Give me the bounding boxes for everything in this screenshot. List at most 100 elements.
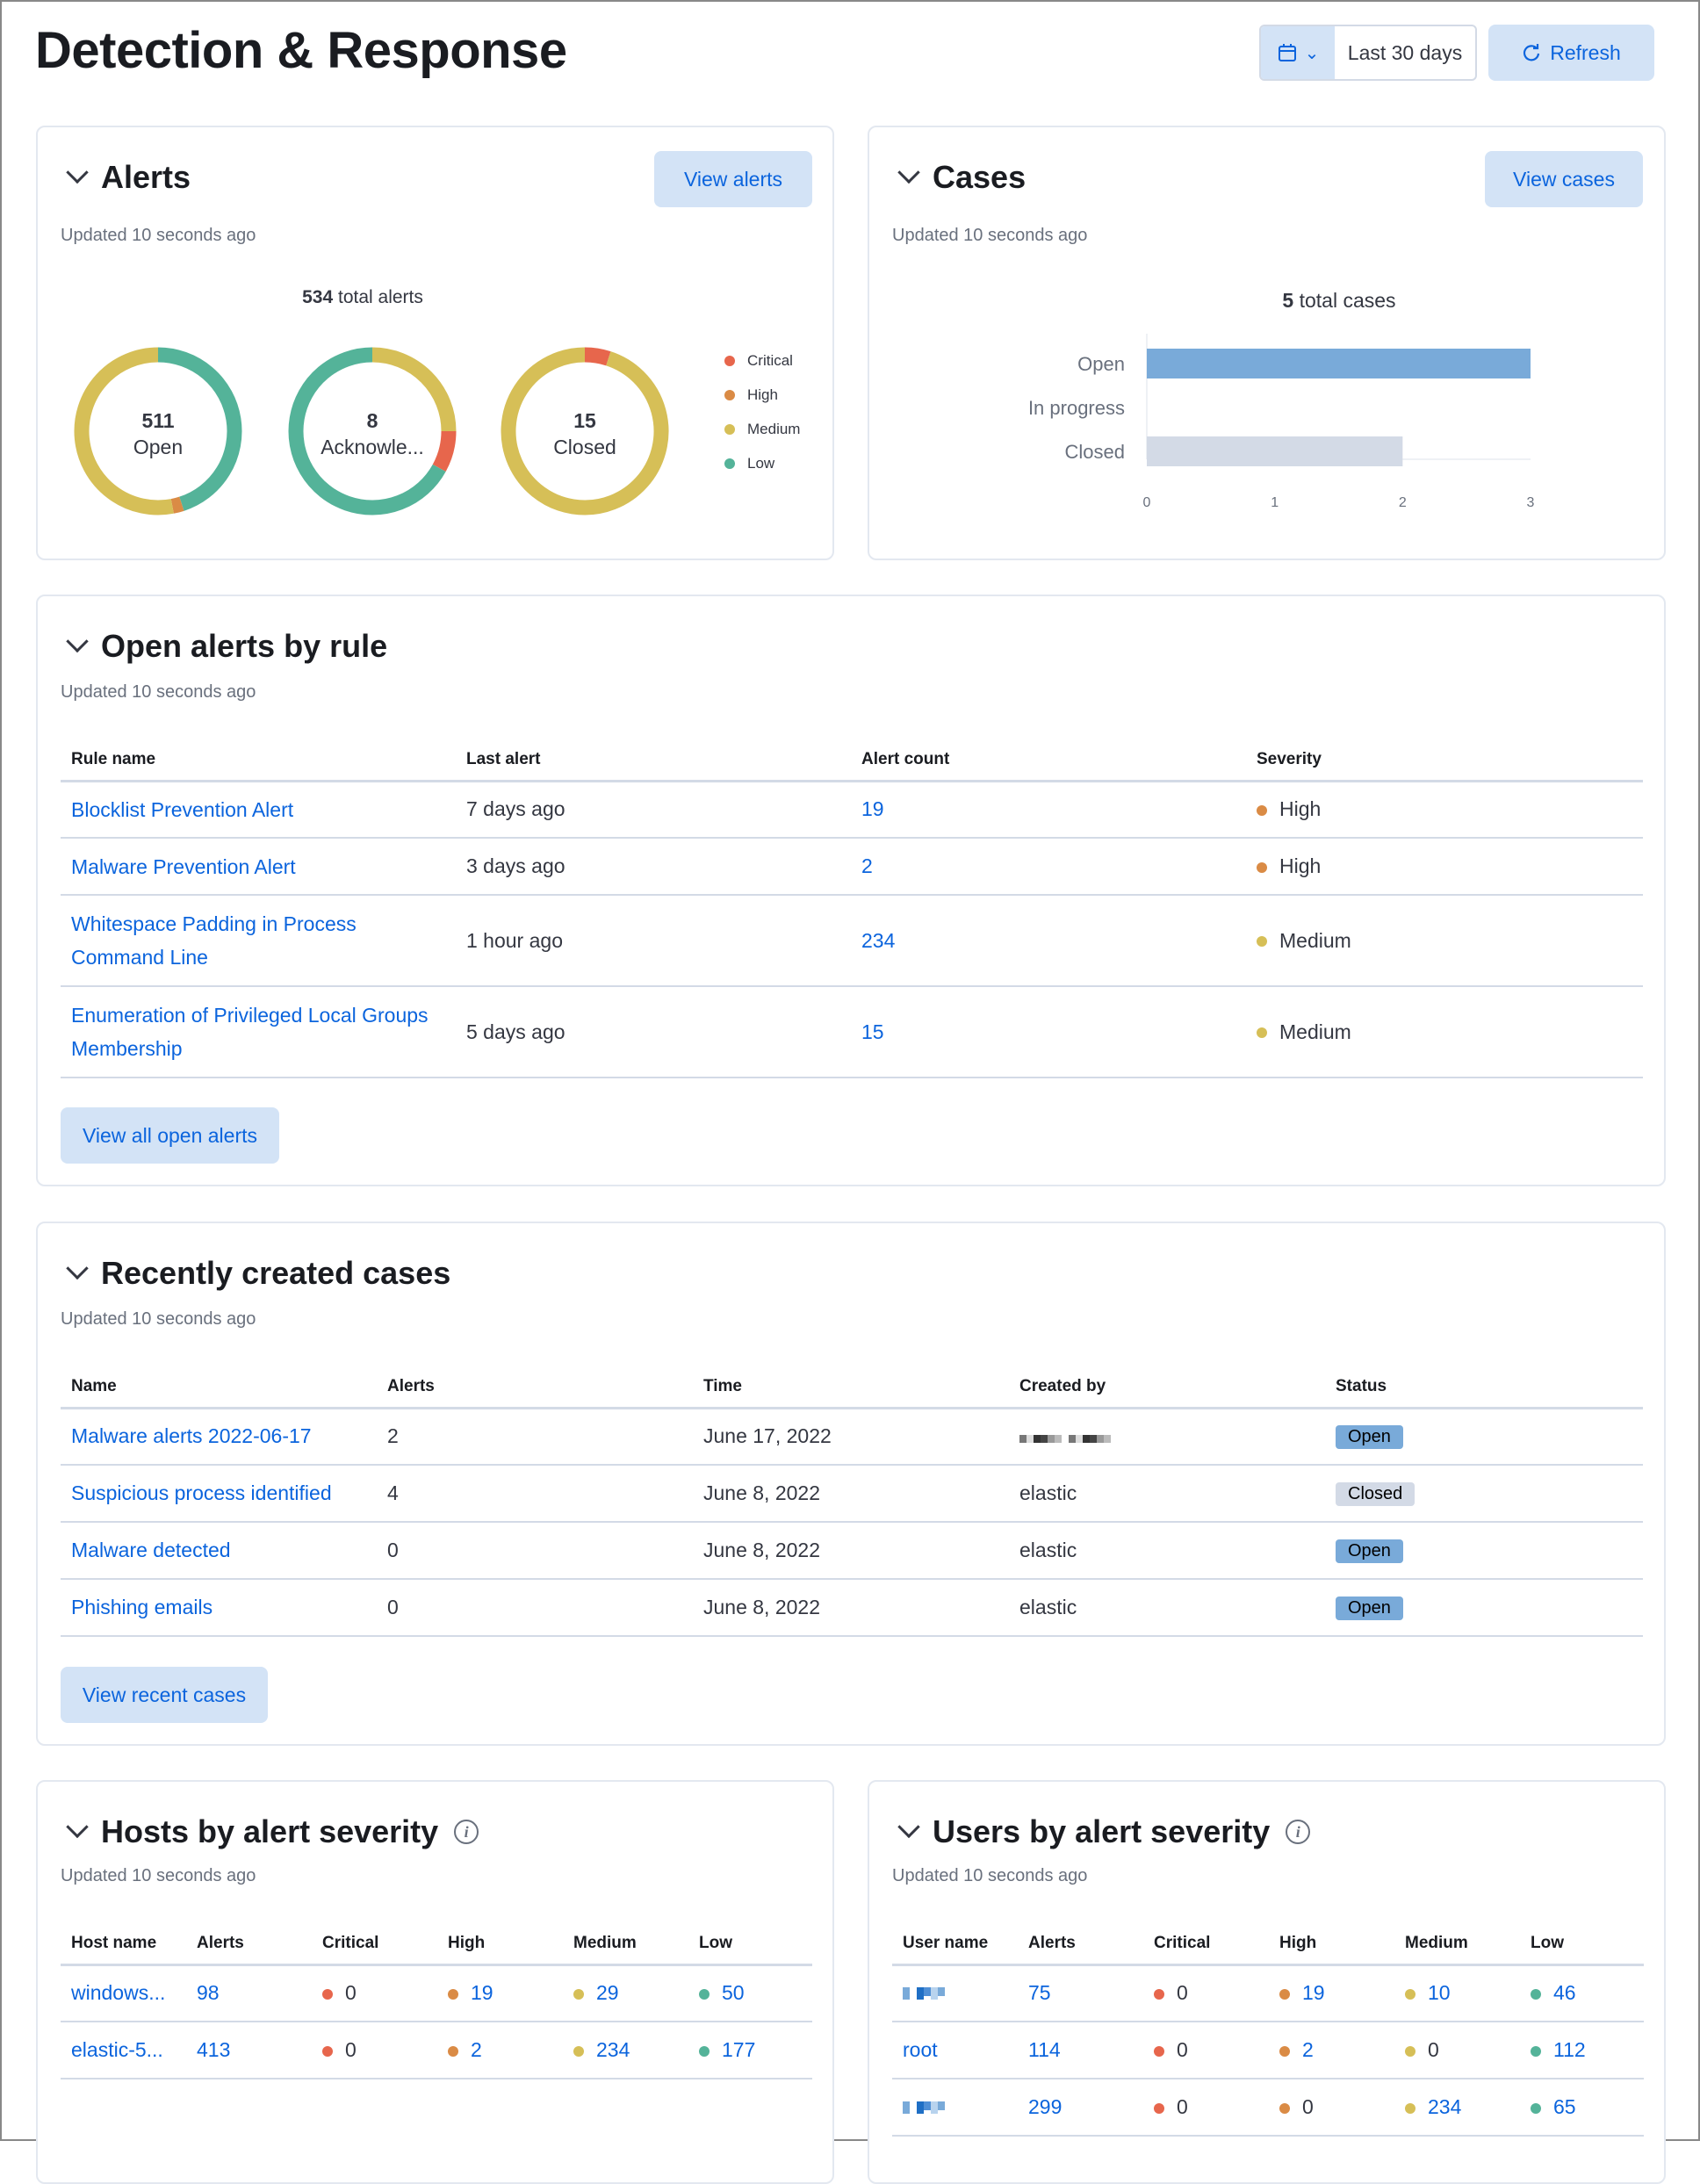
host-name-link[interactable]: windows... (71, 1981, 166, 2005)
alert-count-link[interactable]: 2 (861, 854, 873, 877)
recent-cases-table: Name Alerts Time Created by Status Malware al… (61, 1367, 1643, 1637)
column-header[interactable]: Medium (1394, 1924, 1520, 1966)
donut-slice-critical[interactable] (432, 430, 457, 472)
status-badge[interactable]: Open (1336, 1425, 1403, 1450)
high-count[interactable]: 2 (471, 2038, 482, 2061)
donut-slice-medium[interactable] (74, 347, 174, 515)
bar-closed[interactable] (1147, 436, 1403, 466)
medium-count[interactable]: 29 (596, 1981, 619, 2005)
alerts-count-link[interactable]: 413 (197, 2038, 231, 2061)
rule-name-link[interactable]: Malware Prevention Alert (71, 854, 296, 878)
recent-cases-toggle[interactable]: Recently created cases (66, 1255, 450, 1292)
medium-count[interactable]: 234 (1428, 2095, 1462, 2118)
rule-name-link[interactable]: Whitespace Padding in Process Command Li… (71, 912, 357, 969)
legend-medium[interactable]: Medium (724, 412, 800, 446)
donut-slice-low[interactable] (288, 347, 446, 515)
column-header[interactable]: Alerts (377, 1367, 693, 1409)
column-header[interactable]: Alerts (1018, 1924, 1143, 1966)
column-header[interactable]: Rule name (61, 740, 456, 782)
column-header[interactable]: Host name (61, 1924, 186, 1966)
legend-low[interactable]: Low (724, 446, 800, 480)
alert-count-link[interactable]: 19 (861, 797, 884, 821)
table-row: Suspicious process identified 4 June 8, 20… (61, 1465, 1643, 1523)
donut-closed[interactable]: 15 Closed (501, 347, 669, 515)
column-header[interactable]: Alert count (851, 740, 1246, 782)
column-header[interactable]: Critical (312, 1924, 437, 1966)
view-alerts-button[interactable]: View alerts (654, 151, 812, 207)
chevron-down-icon (897, 1815, 920, 1839)
alert-count-link[interactable]: 15 (861, 1020, 884, 1043)
column-header[interactable]: Last alert (456, 740, 851, 782)
low-count[interactable]: 65 (1553, 2095, 1576, 2118)
column-header[interactable]: Created by (1009, 1367, 1325, 1409)
low-count[interactable]: 50 (722, 1981, 745, 2005)
hosts-toggle[interactable]: Hosts by alert severity i (66, 1813, 479, 1850)
view-all-open-alerts-button[interactable]: View all open alerts (61, 1107, 279, 1164)
alerts-count-link[interactable]: 299 (1028, 2095, 1062, 2118)
users-toggle[interactable]: Users by alert severity i (897, 1813, 1311, 1850)
case-name-link[interactable]: Malware detected (71, 1539, 231, 1561)
redacted-name (1019, 1435, 1118, 1444)
legend-high[interactable]: High (724, 378, 800, 412)
column-header[interactable]: Severity (1246, 740, 1643, 782)
column-header[interactable]: Medium (563, 1924, 688, 1966)
rule-name-link[interactable]: Blocklist Prevention Alert (71, 797, 294, 821)
donut-slice-low[interactable] (157, 347, 242, 511)
x-tick-label: 3 (1527, 495, 1535, 510)
low-count[interactable]: 46 (1553, 1981, 1576, 2005)
donut-slice-medium[interactable] (371, 347, 457, 432)
rule-name-link[interactable]: Enumeration of Privileged Local Groups M… (71, 1004, 429, 1060)
view-cases-button[interactable]: View cases (1485, 151, 1643, 207)
donut-slice-critical[interactable] (584, 347, 611, 366)
calendar-icon[interactable]: ⌄ (1261, 26, 1335, 79)
high-count[interactable]: 2 (1302, 2038, 1314, 2061)
donut-acknowle[interactable]: 8 Acknowle... (288, 347, 457, 515)
status-badge[interactable]: Closed (1336, 1482, 1415, 1506)
low-dot-icon (1531, 2045, 1541, 2057)
column-header[interactable]: Time (693, 1367, 1009, 1409)
created-by: elastic (1019, 1596, 1077, 1618)
info-icon[interactable]: i (454, 1820, 479, 1844)
donut-slice-high[interactable] (170, 496, 184, 514)
case-name-link[interactable]: Phishing emails (71, 1596, 213, 1618)
view-recent-cases-button[interactable]: View recent cases (61, 1667, 268, 1723)
alerts-count-link[interactable]: 75 (1028, 1981, 1051, 2005)
bar-open[interactable] (1147, 349, 1531, 378)
donut-slice-medium[interactable] (501, 347, 669, 515)
status-badge[interactable]: Open (1336, 1597, 1403, 1620)
high-count[interactable]: 19 (471, 1981, 493, 2005)
column-header[interactable]: Name (61, 1367, 377, 1409)
column-header[interactable]: Status (1325, 1367, 1643, 1409)
total-alerts-label: total alerts (338, 287, 423, 307)
date-range-value[interactable]: Last 30 days (1347, 40, 1463, 64)
case-name-link[interactable]: Suspicious process identified (71, 1481, 332, 1504)
refresh-button[interactable]: Refresh (1488, 25, 1654, 81)
alerts-count-link[interactable]: 98 (197, 1981, 220, 2005)
host-name-link[interactable]: elastic-5... (71, 2038, 163, 2061)
medium-count[interactable]: 234 (596, 2038, 630, 2061)
alerts-count-link[interactable]: 114 (1028, 2038, 1061, 2061)
column-header[interactable]: Low (1520, 1924, 1644, 1966)
alert-count-link[interactable]: 234 (861, 928, 896, 952)
column-header[interactable]: Low (688, 1924, 812, 1966)
cases-toggle[interactable]: Cases (897, 159, 1026, 196)
column-header[interactable]: High (437, 1924, 563, 1966)
date-picker[interactable]: ⌄ Last 30 days (1259, 25, 1477, 81)
user-name-link[interactable]: root (903, 2038, 938, 2061)
low-count[interactable]: 112 (1553, 2038, 1586, 2061)
status-badge[interactable]: Open (1336, 1539, 1403, 1563)
alerts-toggle[interactable]: Alerts (66, 159, 191, 196)
column-header[interactable]: User name (892, 1924, 1018, 1966)
open-alerts-toggle[interactable]: Open alerts by rule (66, 628, 387, 665)
donut-open[interactable]: 511 Open (74, 347, 242, 515)
high-dot-icon (448, 1989, 458, 2000)
low-count[interactable]: 177 (722, 2038, 756, 2061)
column-header[interactable]: Critical (1143, 1924, 1269, 1966)
medium-count[interactable]: 10 (1428, 1981, 1451, 2005)
case-name-link[interactable]: Malware alerts 2022-06-17 (71, 1424, 312, 1448)
column-header[interactable]: High (1269, 1924, 1394, 1966)
high-count[interactable]: 19 (1302, 1981, 1325, 2005)
info-icon[interactable]: i (1286, 1820, 1311, 1844)
column-header[interactable]: Alerts (186, 1924, 312, 1966)
legend-critical[interactable]: Critical (724, 343, 800, 378)
